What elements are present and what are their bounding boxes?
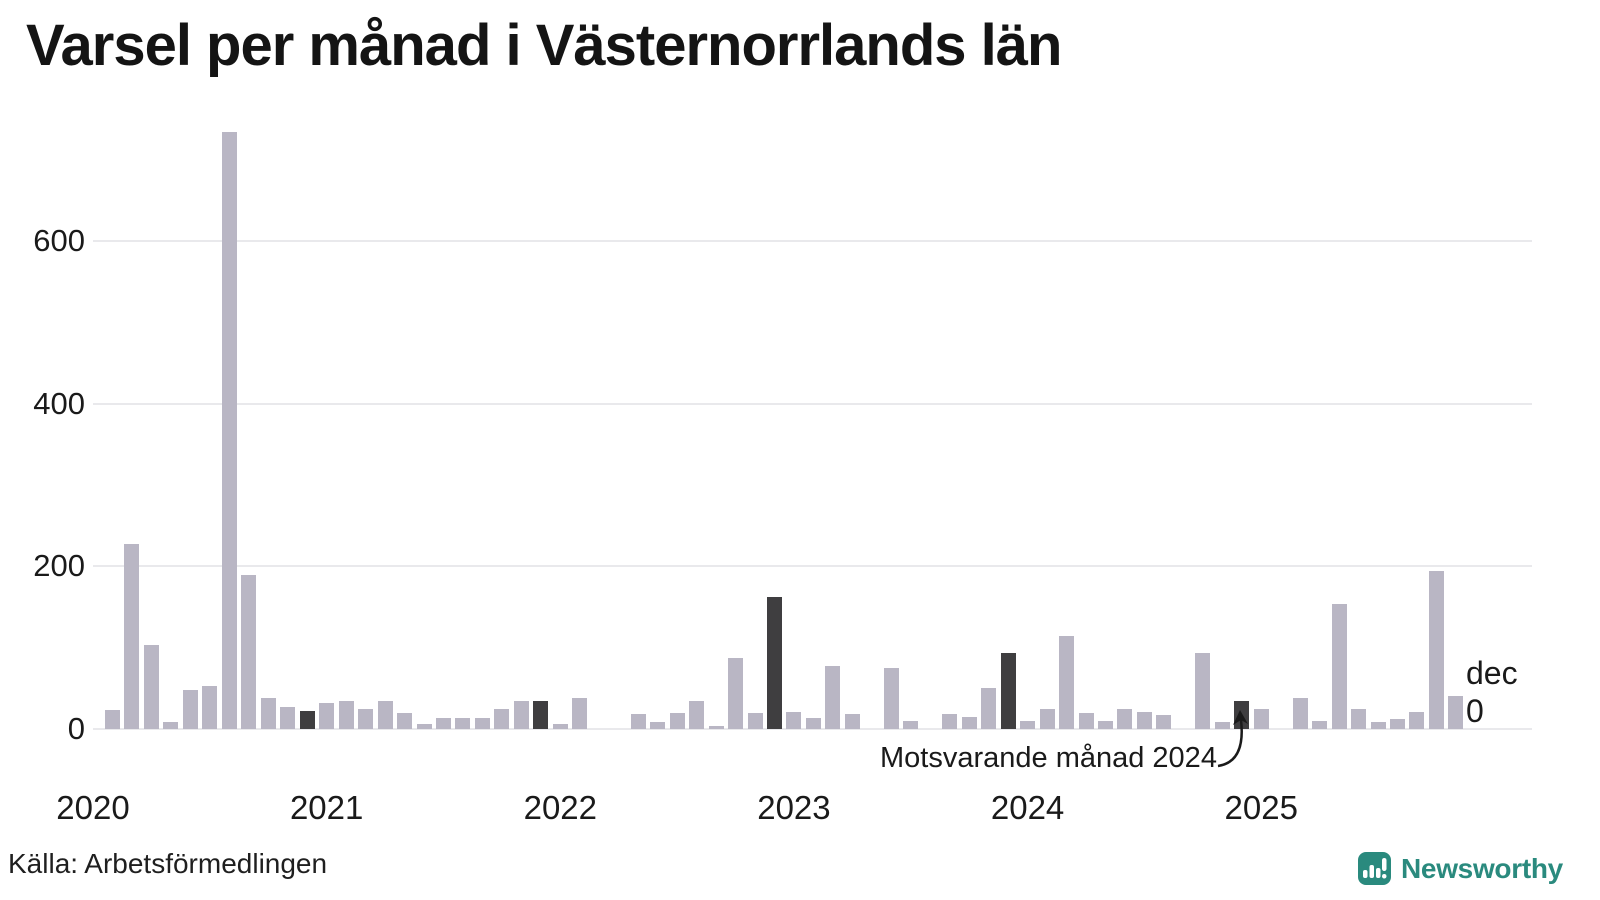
bar-dec-2023	[1000, 653, 1016, 729]
bar-okt-2022	[728, 658, 744, 729]
bar-jun-2022	[650, 722, 666, 729]
bar-jul-2024	[1136, 712, 1152, 729]
bar-sep-2021	[474, 718, 490, 729]
bar-maj-2025	[1331, 604, 1347, 729]
bar-jan-2025	[1253, 709, 1269, 729]
bar-apr-2024	[1078, 713, 1094, 729]
brand-name: Newsworthy	[1401, 852, 1563, 884]
bar-jul-2025	[1370, 722, 1386, 729]
latest-month-label: dec	[1466, 655, 1518, 691]
bar-jan-2021	[319, 703, 335, 729]
bar-nov-2022	[747, 713, 763, 729]
bar-feb-2021	[338, 701, 354, 729]
bar-jan-2024	[1020, 721, 1036, 729]
bar-jul-2022	[669, 713, 685, 729]
bar-maj-2021	[397, 713, 413, 729]
gridline-200	[93, 565, 1532, 568]
bar-feb-2024	[1039, 709, 1055, 729]
bar-mar-2021	[358, 709, 374, 729]
bar-aug-2022	[689, 701, 705, 729]
bar-dec-2021	[533, 701, 549, 729]
gridline-600	[93, 240, 1532, 243]
bar-nov-2024	[1214, 722, 1230, 729]
bar-aug-2024	[1156, 715, 1172, 729]
bar-jan-2022	[552, 724, 568, 729]
bar-jul-2020	[202, 686, 218, 729]
bar-apr-2025	[1312, 721, 1328, 729]
bar-feb-2020	[105, 710, 120, 729]
x-tick-label-2022: 2022	[523, 789, 598, 826]
bar-aug-2025	[1390, 719, 1406, 729]
bar-aug-2020	[221, 132, 237, 729]
y-tick-label: 600	[33, 223, 85, 259]
bar-jan-2023	[786, 712, 802, 729]
bar-feb-2022	[572, 698, 588, 729]
gridline-400	[93, 402, 1532, 405]
bar-dec-2022	[766, 597, 782, 729]
bar-nov-2021	[513, 701, 529, 729]
bar-feb-2023	[805, 718, 821, 729]
bar-dec-2020	[299, 711, 315, 729]
bar-jul-2021	[435, 718, 451, 729]
bar-jun-2025	[1351, 709, 1367, 729]
bar-nov-2020	[280, 707, 296, 729]
bar-apr-2020	[143, 645, 159, 729]
bar-sep-2022	[708, 726, 724, 729]
annotation-arrow-icon	[1217, 710, 1248, 768]
bar-mar-2020	[124, 544, 140, 729]
page-title: Varsel per månad i Västernorrlands län	[26, 13, 1062, 78]
bar-okt-2023	[961, 717, 977, 729]
latest-value-label: 0	[1466, 693, 1484, 729]
bar-mar-2023	[825, 666, 841, 729]
brand-footer: Newsworthy	[1358, 852, 1563, 885]
bar-nov-2023	[981, 688, 997, 729]
bar-sep-2020	[241, 575, 257, 729]
x-tick-label-2021: 2021	[289, 789, 364, 826]
bar-maj-2022	[630, 714, 646, 729]
x-tick-label-2024: 2024	[990, 789, 1065, 826]
x-tick-label-2025: 2025	[1224, 789, 1298, 826]
bar-jun-2024	[1117, 709, 1133, 729]
bar-aug-2021	[455, 718, 471, 729]
x-tick-label-2023: 2023	[757, 789, 831, 826]
bar-okt-2024	[1195, 653, 1211, 729]
bar-sep-2025	[1409, 712, 1425, 729]
gridline-0	[93, 728, 1532, 730]
bar-jun-2020	[182, 690, 198, 729]
bar-okt-2025	[1428, 571, 1444, 729]
newsworthy-logo-icon	[1358, 852, 1391, 885]
bar-maj-2024	[1097, 721, 1113, 729]
annotation-text: Motsvarande månad 2024	[880, 742, 1217, 774]
x-tick-label-2020: 2020	[56, 789, 130, 826]
bar-apr-2023	[844, 714, 860, 729]
y-tick-label: 400	[33, 385, 85, 421]
bar-apr-2021	[377, 701, 393, 729]
bar-maj-2020	[163, 722, 179, 729]
bar-jun-2021	[416, 724, 432, 729]
bar-mar-2025	[1292, 698, 1308, 729]
bar-okt-2020	[260, 698, 276, 729]
bar-jun-2023	[883, 668, 899, 729]
source-caption: Källa: Arbetsförmedlingen	[8, 848, 328, 879]
bar-mar-2024	[1059, 636, 1075, 729]
bar-sep-2023	[942, 714, 958, 729]
bar-nov-2025	[1448, 696, 1464, 729]
y-tick-label: 200	[33, 548, 85, 584]
bar-jul-2023	[903, 721, 919, 729]
bar-okt-2021	[494, 709, 510, 729]
y-tick-label: 0	[67, 711, 85, 746]
